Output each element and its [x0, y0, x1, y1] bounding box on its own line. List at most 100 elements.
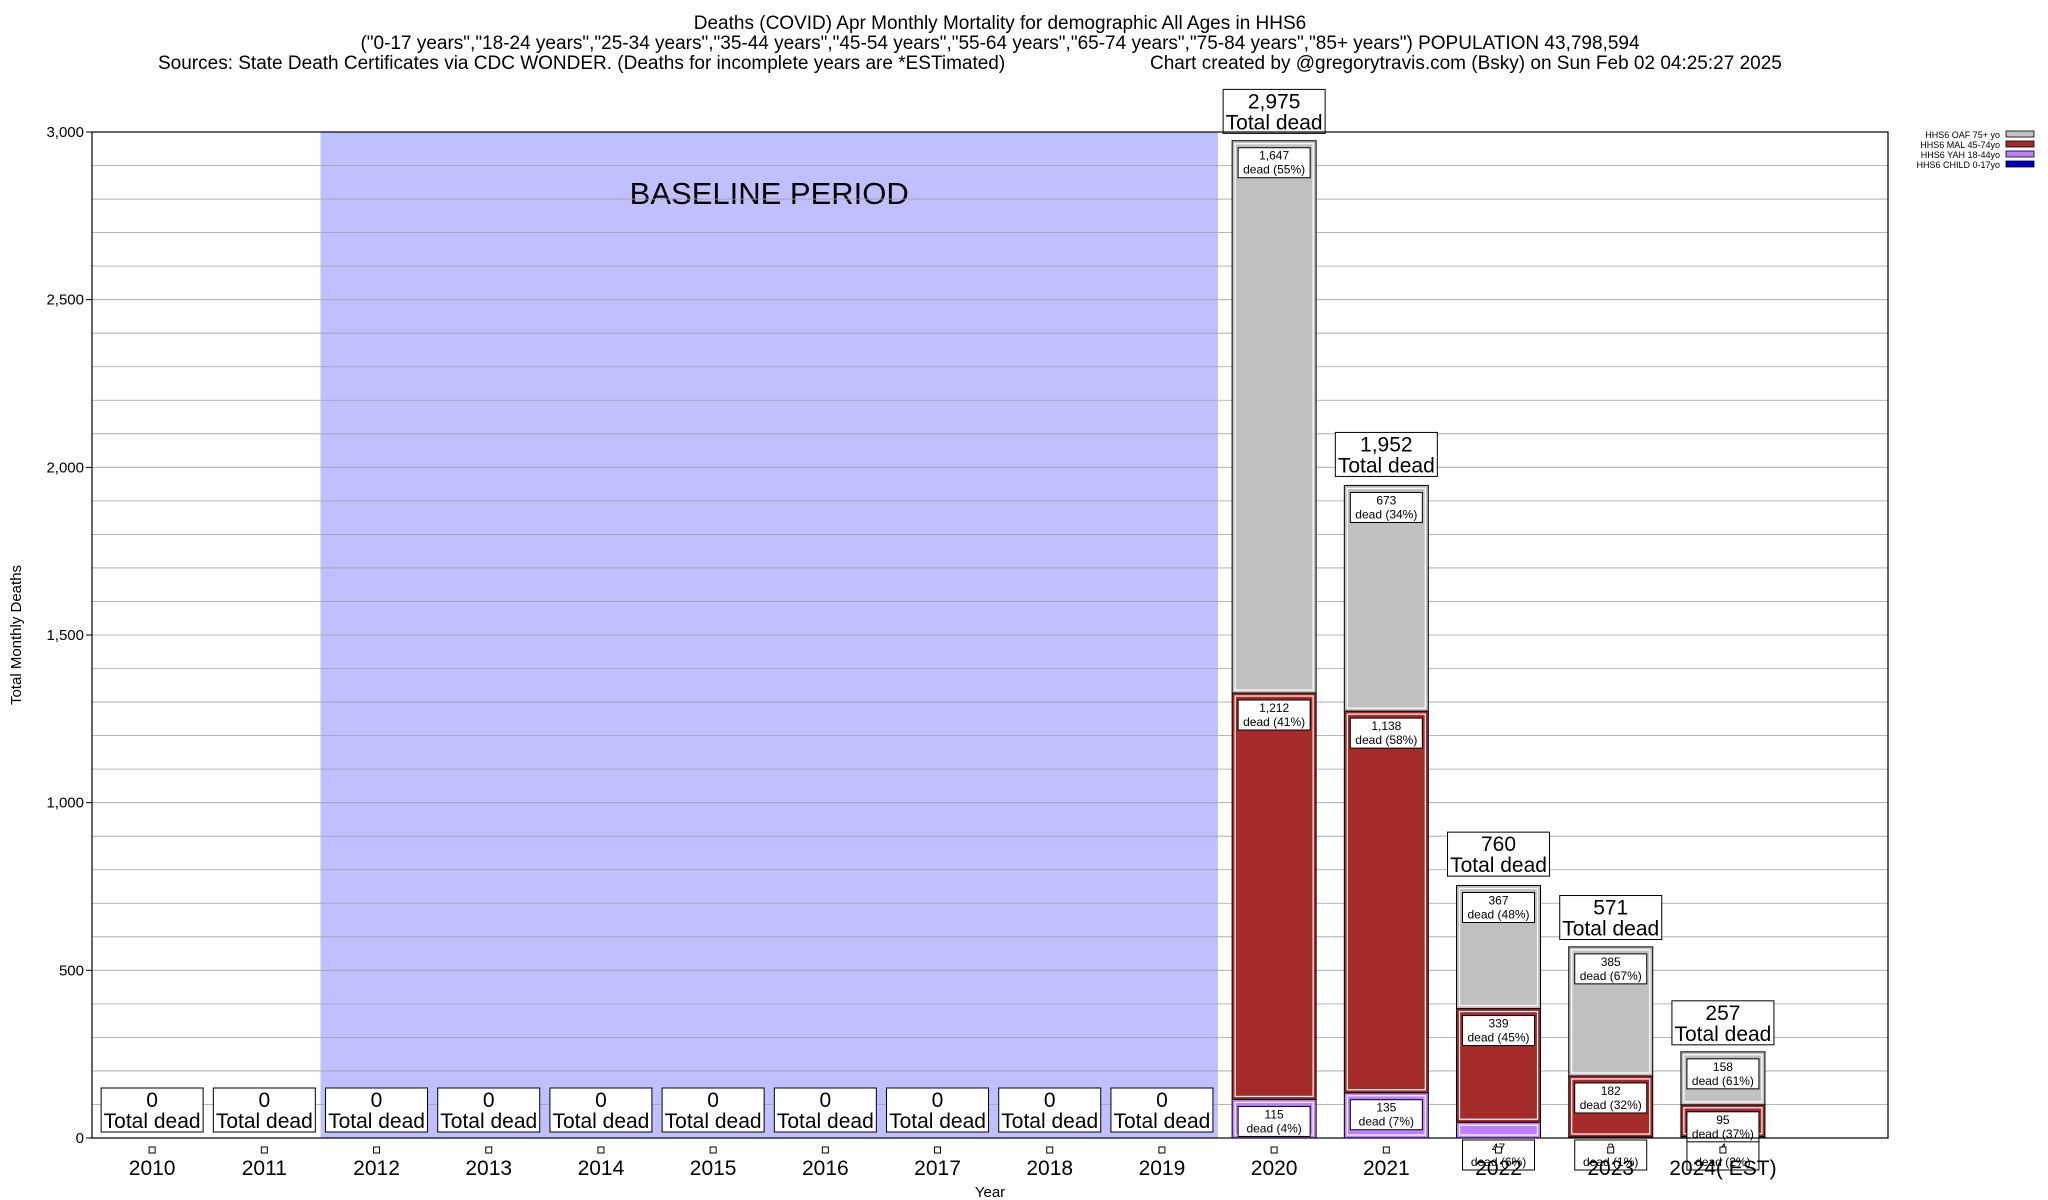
bar-segment-inner-border	[1346, 1095, 1426, 1136]
segment-value-label: 1,212	[1259, 701, 1289, 715]
total-box	[212, 1087, 316, 1133]
y-tick-label: 1,500	[46, 627, 84, 644]
x-category-label: 2011	[242, 1157, 287, 1180]
chart-credit: Chart created by @gregorytravis.com (Bsk…	[1150, 53, 1782, 74]
total-value-label: 760	[1481, 833, 1516, 856]
segment-value-label: 95	[1716, 1113, 1730, 1127]
y-tick-label: 3,000	[46, 124, 84, 141]
segment-label-box	[1574, 1139, 1648, 1171]
x-tick-marker	[485, 1146, 493, 1154]
segment-label-box	[1349, 491, 1423, 523]
segment-label-box	[1462, 1015, 1536, 1047]
segment-percent-label: dead (48%)	[1468, 907, 1530, 921]
x-category-label: 2013	[465, 1157, 512, 1180]
x-tick-marker	[597, 1146, 605, 1154]
x-tick-marker	[821, 1146, 829, 1154]
total-value-label: 0	[1044, 1089, 1056, 1112]
total-box	[1334, 431, 1438, 477]
total-value-label: 0	[371, 1089, 383, 1112]
total-value-label: 0	[707, 1089, 719, 1112]
segment-percent-label: dead (34%)	[1355, 507, 1417, 521]
x-category-label: 2022	[1475, 1157, 1522, 1180]
x-tick-marker	[1607, 1146, 1615, 1154]
total-box	[549, 1087, 653, 1133]
legend-swatch	[2005, 160, 2035, 168]
x-tick-marker	[1158, 1146, 1166, 1154]
segment-label-box	[1237, 147, 1311, 179]
x-category-label: 2012	[353, 1157, 400, 1180]
bar-segment-inner-border	[1458, 887, 1539, 1007]
x-tick-marker	[260, 1146, 268, 1154]
segment-percent-label: dead (4%)	[1246, 1121, 1301, 1135]
segment-value-label: 385	[1601, 955, 1621, 969]
segment-value-label: 135	[1376, 1101, 1396, 1115]
total-caption-label: Total dead	[665, 1110, 762, 1133]
segment-label-box	[1686, 1111, 1760, 1143]
x-category-label: 2023	[1587, 1157, 1634, 1180]
total-box	[1559, 895, 1663, 941]
total-caption-label: Total dead	[104, 1110, 201, 1133]
total-caption-label: Total dead	[1450, 854, 1547, 877]
legend-entry-label: HHS6 YAH 18-44yo	[1921, 150, 2000, 160]
total-caption-label: Total dead	[1001, 1110, 1098, 1133]
legend-entry-label: HHS6 CHILD 0-17yo	[1916, 160, 2000, 170]
baseline-period-label: BASELINE PERIOD	[630, 176, 909, 211]
bar-segment-inner-border	[1458, 1010, 1539, 1120]
x-category-label: 2015	[690, 1157, 737, 1180]
segment-label-box	[1237, 1105, 1311, 1137]
segment-value-label: 115	[1265, 1107, 1284, 1121]
chart-title: Deaths (COVID) Apr Monthly Mortality for…	[693, 13, 1307, 34]
y-tick-label: 0	[76, 1130, 84, 1147]
segment-label-box	[1237, 699, 1311, 731]
bar-segment-inner-border	[1346, 713, 1426, 1091]
total-value-label: 571	[1593, 897, 1628, 920]
segment-percent-label: dead (55%)	[1243, 163, 1305, 177]
legend-entry-label: HHS6 MAL 45-74yo	[1920, 140, 2000, 150]
total-value-label: 0	[1156, 1089, 1168, 1112]
segment-label-box	[1574, 953, 1648, 985]
y-tick-label: 500	[59, 962, 84, 979]
x-tick-marker	[709, 1146, 717, 1154]
total-caption-label: Total dead	[889, 1110, 986, 1133]
x-category-label: 2010	[129, 1157, 176, 1180]
x-category-label: 2016	[802, 1157, 849, 1180]
total-box	[1671, 1000, 1775, 1046]
legend-swatch	[2005, 150, 2035, 158]
total-caption-label: Total dead	[1113, 1110, 1210, 1133]
x-category-label: 2017	[914, 1157, 961, 1180]
segment-label-box	[1574, 1082, 1648, 1114]
total-value-label: 0	[595, 1089, 607, 1112]
x-category-label: 2020	[1251, 1157, 1298, 1180]
total-value-label: 257	[1705, 1002, 1740, 1025]
x-tick-marker	[1382, 1146, 1390, 1154]
total-box	[1222, 88, 1326, 134]
bar-segment-inner-border	[1571, 1078, 1651, 1135]
segment-value-label: 339	[1489, 1017, 1509, 1031]
total-caption-label: Total dead	[1338, 454, 1435, 477]
total-box	[100, 1087, 204, 1133]
segment-percent-label: dead (41%)	[1243, 715, 1305, 729]
x-category-label: 2024( EST)	[1669, 1157, 1776, 1180]
x-axis-title: Year	[975, 1184, 1005, 1200]
bar-segment	[1343, 484, 1429, 712]
total-box	[1110, 1087, 1214, 1133]
bar-segment-inner-border	[1234, 695, 1314, 1098]
plot-frame	[91, 131, 1889, 1139]
bar-segment	[1231, 140, 1317, 694]
total-caption-label: Total dead	[1562, 918, 1659, 941]
total-value-label: 1,952	[1360, 433, 1413, 456]
bar-segment-inner-border	[1458, 1124, 1539, 1136]
chart-subtitle: ("0-17 years","18-24 years","25-34 years…	[360, 33, 1640, 54]
total-caption-label: Total dead	[552, 1110, 649, 1133]
x-tick-marker	[1046, 1146, 1054, 1154]
bar-segment-inner-border	[1234, 143, 1314, 691]
x-tick-marker	[1495, 1146, 1503, 1154]
segment-percent-label: dead (2%)	[1695, 1155, 1750, 1169]
total-caption-label: Total dead	[328, 1110, 425, 1133]
x-category-label: 2021	[1363, 1157, 1410, 1180]
segment-value-label: 673	[1376, 493, 1396, 507]
segment-label-box	[1349, 1099, 1423, 1131]
segment-percent-label: dead (45%)	[1468, 1031, 1530, 1045]
segment-label-box	[1349, 717, 1423, 749]
